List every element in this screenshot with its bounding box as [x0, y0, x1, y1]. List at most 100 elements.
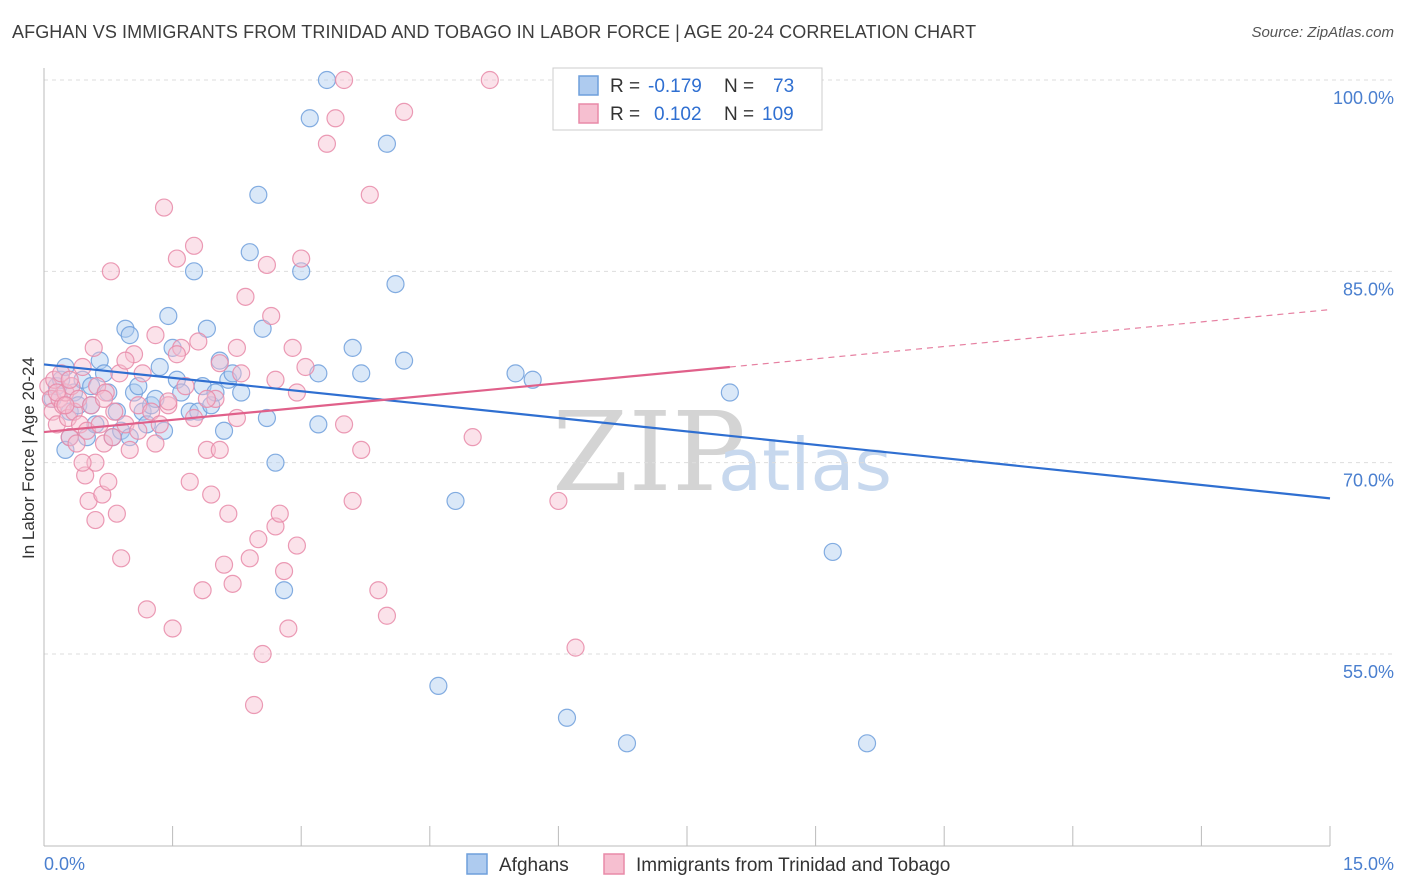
x-axis-ticks [43, 826, 1331, 846]
afghans-point-62 [617, 734, 637, 753]
trinidad-point-90 [116, 351, 135, 370]
afghans-trend-line [43, 363, 1331, 500]
watermark: ZIP atlas [552, 388, 892, 516]
trinidad-point-45 [159, 396, 178, 415]
trinidad-point-57 [210, 440, 229, 460]
trinidad-point-29 [101, 262, 120, 281]
trinidad-point-67 [253, 644, 272, 664]
trinidad-point-86 [463, 428, 482, 447]
y-tick-labels: 100.0% 85.0% 70.0% 55.0% [1333, 88, 1394, 682]
trinidad-point-94 [227, 408, 246, 428]
watermark-atlas: atlas [718, 423, 892, 507]
trinidad-point-63 [236, 287, 255, 306]
afghans-point-43 [240, 243, 259, 262]
trinidad-trend-line-dashed [729, 309, 1331, 368]
y-tick-label-55: 55.0% [1343, 662, 1394, 682]
trinidad-point-36 [120, 440, 139, 460]
trinidad-point-42 [146, 326, 165, 345]
trinidad-point-74 [283, 338, 302, 357]
trinidad-point-64 [240, 549, 259, 568]
y-tick-label-85: 85.0% [1343, 279, 1394, 299]
afghans-point-45 [253, 319, 272, 338]
trinidad-point-68 [257, 255, 277, 275]
afghans-point-46 [266, 453, 285, 472]
legend-swatch-afghans [578, 75, 599, 96]
trinidad-point-95 [47, 383, 66, 402]
afghans-point-28 [159, 306, 178, 326]
legend-swatch-trinidad [578, 103, 599, 124]
legend-r-value-1: 0.102 [654, 104, 702, 125]
afghans-point-55 [386, 274, 405, 294]
afghans-point-48 [292, 262, 311, 281]
legend-r-label-0: R = [610, 76, 640, 97]
trinidad-point-61 [227, 338, 246, 357]
afghans-point-47 [274, 581, 294, 600]
trinidad-point-43 [150, 415, 169, 434]
trinidad-point-79 [334, 70, 354, 90]
trinidad-point-77 [317, 134, 337, 153]
trinidad-point-46 [163, 619, 182, 638]
trinidad-point-22 [86, 453, 105, 472]
trinidad-point-31 [105, 402, 124, 421]
trinidad-point-85 [394, 102, 414, 121]
afghans-point-63 [720, 383, 739, 402]
trinidad-point-102 [184, 236, 204, 255]
trinidad-point-53 [193, 581, 212, 600]
trinidad-point-34 [112, 549, 131, 568]
trinidad-point-73 [279, 619, 298, 638]
watermark-zip: ZIP [552, 388, 746, 516]
trinidad-point-76 [292, 249, 311, 268]
bottom-legend-swatch-afghans [466, 853, 488, 875]
trinidad-point-52 [189, 332, 208, 351]
afghans-point-57 [429, 676, 448, 695]
trinidad-point-84 [377, 606, 397, 625]
trinidad-point-28 [99, 472, 118, 491]
trinidad-point-91 [167, 345, 186, 364]
trinidad-point-69 [262, 306, 281, 326]
trinidad-point-99 [73, 453, 92, 472]
trinidad-point-41 [142, 402, 161, 421]
trinidad-point-59 [219, 504, 238, 523]
trinidad-point-62 [232, 364, 251, 383]
trinidad-point-55 [202, 485, 221, 504]
trinidad-point-89 [480, 70, 499, 90]
trinidad-point-96 [129, 421, 148, 440]
trinidad-point-83 [369, 581, 388, 600]
trinidad-point-88 [566, 638, 585, 657]
afghans-point-65 [857, 734, 877, 753]
bottom-legend-label-trinidad: Immigrants from Trinidad and Tobago [636, 855, 950, 876]
afghans-point-54 [377, 134, 397, 153]
afghans-point-49 [300, 109, 319, 128]
legend-box: R = -0.179 N = 73 R = 0.102 N = 109 [552, 67, 823, 131]
afghans-point-67 [197, 319, 216, 338]
trinidad-trend-line-solid [43, 365, 730, 434]
trinidad-point-101 [296, 357, 315, 377]
afghans-point-59 [506, 364, 525, 383]
afghans-point-61 [557, 708, 577, 727]
y-tick-label-70: 70.0% [1343, 471, 1394, 491]
y-tick-label-100: 100.0% [1333, 88, 1394, 108]
x-tick-label-min: 0.0% [44, 854, 85, 874]
trinidad-points [39, 70, 585, 715]
afghans-point-52 [343, 338, 362, 357]
trinidad-point-58 [214, 555, 234, 574]
trinidad-point-32 [107, 504, 126, 523]
trinidad-point-93 [94, 389, 114, 408]
trinidad-point-21 [84, 338, 103, 357]
trinidad-point-78 [326, 109, 345, 128]
trinidad-point-49 [176, 377, 195, 396]
trinidad-point-66 [249, 530, 268, 549]
trinidad-point-103 [86, 510, 105, 530]
legend-n-value-0: 73 [773, 76, 794, 97]
trend-lines [43, 309, 1331, 500]
afghans-point-19 [120, 326, 139, 345]
trinidad-point-106 [159, 392, 178, 411]
afghans-point-72 [309, 415, 328, 434]
trinidad-point-87 [549, 491, 568, 511]
trinidad-point-60 [223, 574, 242, 593]
legend-n-label-1: N = [724, 104, 754, 125]
trinidad-point-50 [180, 472, 199, 491]
trinidad-point-105 [334, 415, 354, 434]
trinidad-point-80 [343, 491, 362, 511]
